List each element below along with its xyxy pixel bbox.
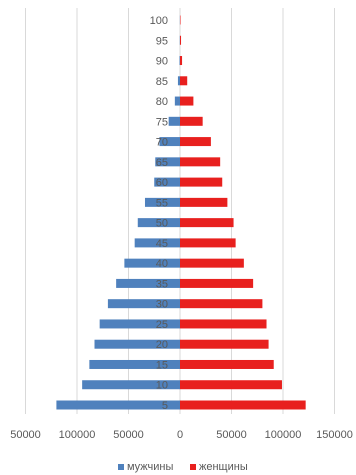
bar-women [180,116,203,126]
bar-women [180,137,211,147]
bar-women [180,56,183,66]
bar-men [159,137,180,147]
age-label: 80 [156,96,168,108]
age-label: 50 [156,218,168,230]
age-label: 75 [156,116,168,128]
bar-women [180,96,194,106]
bar-men [174,96,180,106]
bar-women [180,157,221,167]
x-tick-label: 100000 [59,429,96,441]
bar-women [180,218,234,228]
bar-men [177,76,180,86]
age-label: 100 [150,15,168,27]
bar-men [56,400,180,410]
bar-women [180,319,267,329]
bar-men [168,116,180,126]
bar-men [154,177,180,187]
age-label: 85 [156,76,168,88]
age-label: 60 [156,177,168,189]
legend-swatch-men [118,464,124,470]
x-tick-label: 50000 [10,429,41,441]
bar-women [180,197,228,207]
bar-men [99,319,180,329]
bar-men [82,380,180,390]
bar-men [89,359,180,369]
age-label: 5 [162,400,168,412]
grid-lines [25,8,335,414]
age-labels: 5 10 15 20 25 30 35 40 45 50 55 60 65 70 75 80 85 90 95 100 [150,15,168,412]
legend-swatch-women [190,464,196,470]
age-label: 10 [156,380,168,392]
bar-women [180,177,223,187]
legend-label-women: женщины [199,461,248,473]
age-label: 45 [156,238,168,250]
bar-men [155,157,180,167]
bar-men [124,258,180,268]
age-label: 90 [156,56,168,68]
bar-women [180,278,254,288]
bars [56,15,306,410]
x-tick-label: 150000 [316,429,353,441]
age-label: 20 [156,339,168,351]
age-label: 95 [156,35,168,47]
bar-women [180,76,188,86]
age-label: 70 [156,137,168,149]
age-label: 65 [156,157,168,169]
x-tick-label: 0 [177,429,183,441]
bar-women [180,359,274,369]
bar-women [180,400,306,410]
bar-women [180,15,181,25]
bar-women [180,339,269,349]
age-label: 55 [156,197,168,209]
bar-men [179,56,180,66]
bar-men [116,278,180,288]
bar-men [107,299,180,309]
bar-women [180,258,244,268]
x-tick-label: 50000 [216,429,247,441]
x-tick-label: 100000 [265,429,302,441]
legend: мужчины женщины [118,461,248,473]
bar-women [180,380,282,390]
bar-men [134,238,180,248]
age-label: 35 [156,278,168,290]
bar-men [137,218,180,228]
age-label: 15 [156,359,168,371]
age-label: 25 [156,319,168,331]
bar-men [144,197,180,207]
bar-women [180,35,182,45]
x-tick-label: 50000 [113,429,144,441]
bar-women [180,238,236,248]
legend-label-men: мужчины [127,461,173,473]
bar-men [94,339,180,349]
bar-women [180,299,263,309]
age-label: 30 [156,299,168,311]
age-label: 40 [156,258,168,270]
x-axis-tick-labels: 50000 100000 50000 0 50000 100000 150000 [10,429,353,441]
